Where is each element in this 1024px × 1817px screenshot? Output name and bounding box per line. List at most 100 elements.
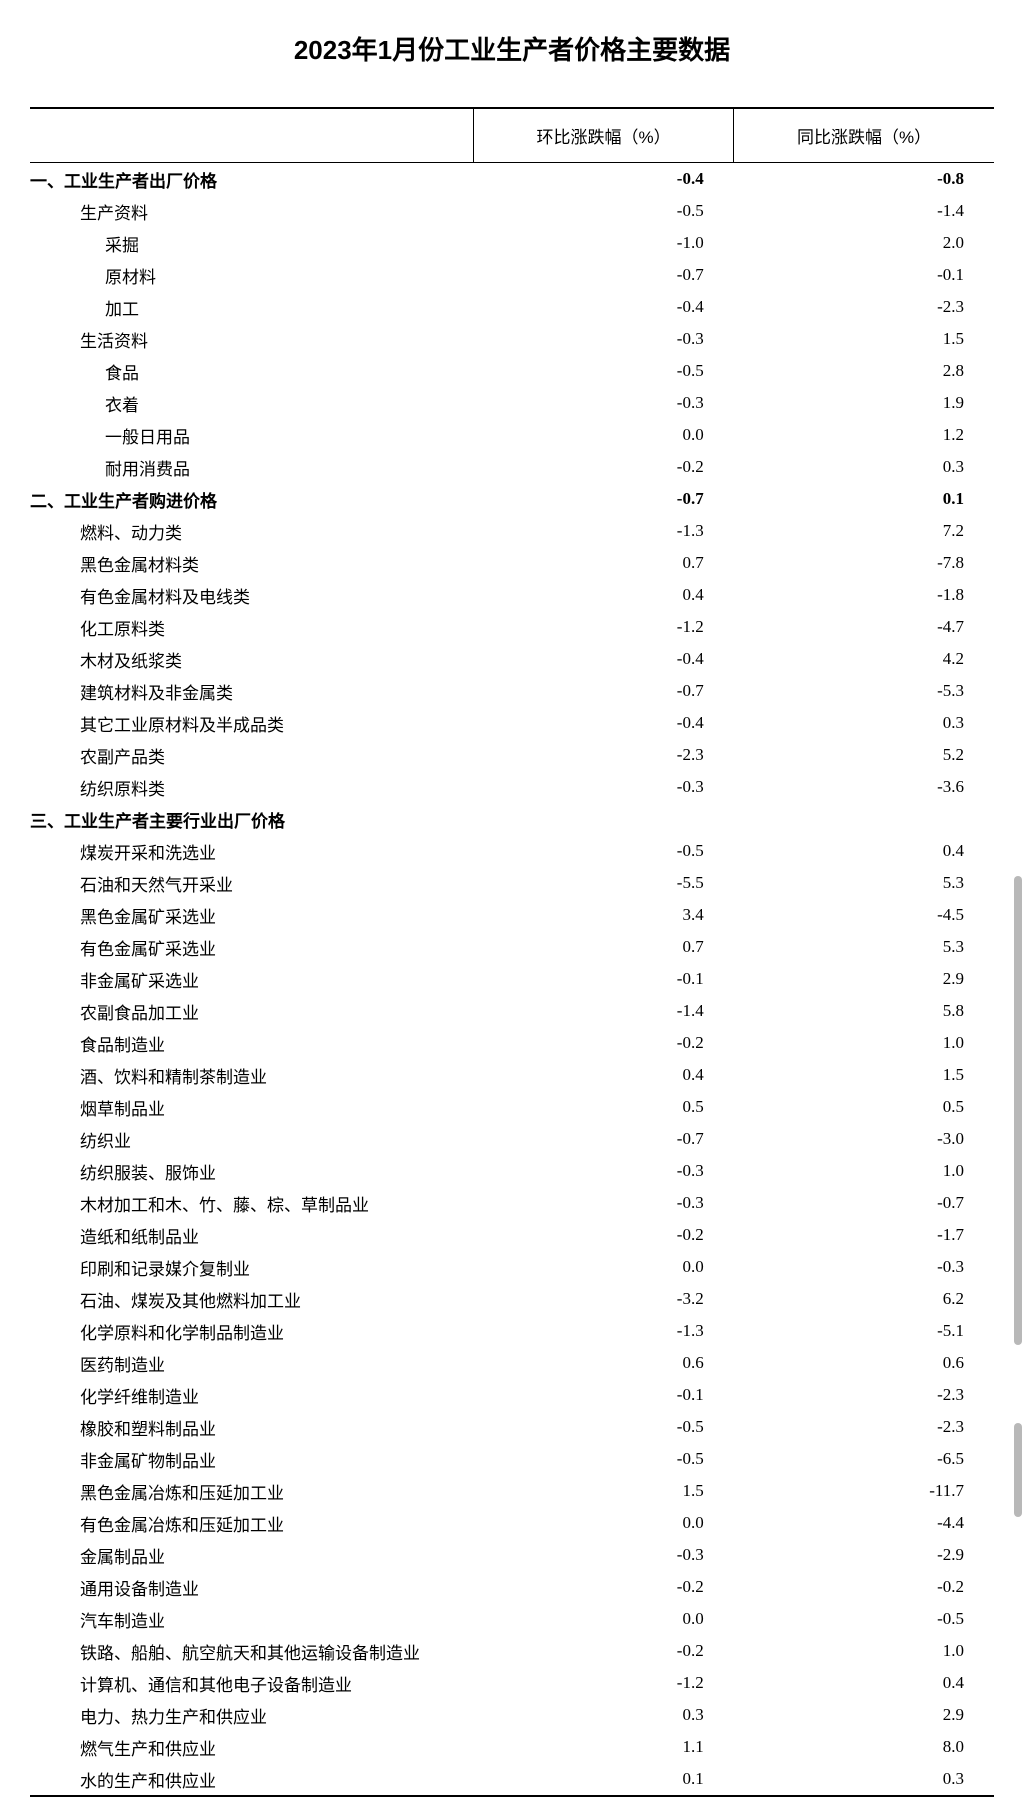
row-label: 黑色金属矿采选业 bbox=[30, 899, 473, 931]
row-mom-value: -1.4 bbox=[473, 995, 733, 1027]
row-label: 计算机、通信和其他电子设备制造业 bbox=[30, 1667, 473, 1699]
row-label: 生活资料 bbox=[30, 323, 473, 355]
row-mom-value: 0.7 bbox=[473, 931, 733, 963]
row-label: 其它工业原材料及半成品类 bbox=[30, 707, 473, 739]
row-label: 有色金属冶炼和压延加工业 bbox=[30, 1507, 473, 1539]
row-label: 非金属矿采选业 bbox=[30, 963, 473, 995]
page-title: 2023年1月份工业生产者价格主要数据 bbox=[30, 30, 994, 67]
row-yoy-value: 1.5 bbox=[734, 1059, 994, 1091]
row-label: 生产资料 bbox=[30, 195, 473, 227]
row-mom-value: 0.4 bbox=[473, 579, 733, 611]
table-row: 木材及纸浆类-0.44.2 bbox=[30, 643, 994, 675]
table-row: 化学纤维制造业-0.1-2.3 bbox=[30, 1379, 994, 1411]
row-mom-value: -1.0 bbox=[473, 227, 733, 259]
row-yoy-value: 0.1 bbox=[734, 483, 994, 515]
row-yoy-value: 0.3 bbox=[734, 451, 994, 483]
table-row: 纺织业-0.7-3.0 bbox=[30, 1123, 994, 1155]
row-yoy-value: -6.5 bbox=[734, 1443, 994, 1475]
row-mom-value: -0.2 bbox=[473, 451, 733, 483]
table-row: 通用设备制造业-0.2-0.2 bbox=[30, 1571, 994, 1603]
row-label: 三、工业生产者主要行业出厂价格 bbox=[30, 803, 473, 835]
table-row: 酒、饮料和精制茶制造业0.41.5 bbox=[30, 1059, 994, 1091]
row-yoy-value: 1.0 bbox=[734, 1155, 994, 1187]
row-mom-value: 0.1 bbox=[473, 1763, 733, 1796]
row-yoy-value: 5.2 bbox=[734, 739, 994, 771]
table-row: 有色金属材料及电线类0.4-1.8 bbox=[30, 579, 994, 611]
row-mom-value: -0.2 bbox=[473, 1635, 733, 1667]
table-row: 造纸和纸制品业-0.2-1.7 bbox=[30, 1219, 994, 1251]
document-page: 2023年1月份工业生产者价格主要数据 环比涨跌幅（%） 同比涨跌幅（%） 一、… bbox=[0, 0, 1024, 1817]
row-mom-value: 1.1 bbox=[473, 1731, 733, 1763]
row-mom-value: -0.4 bbox=[473, 291, 733, 323]
row-label: 电力、热力生产和供应业 bbox=[30, 1699, 473, 1731]
scrollbar-thumb[interactable] bbox=[1014, 1423, 1022, 1517]
row-yoy-value: 0.4 bbox=[734, 835, 994, 867]
row-yoy-value: 2.0 bbox=[734, 227, 994, 259]
row-yoy-value: 5.3 bbox=[734, 867, 994, 899]
row-mom-value: -0.3 bbox=[473, 771, 733, 803]
row-yoy-value: 5.8 bbox=[734, 995, 994, 1027]
row-label: 非金属矿物制品业 bbox=[30, 1443, 473, 1475]
row-mom-value: -0.2 bbox=[473, 1219, 733, 1251]
row-yoy-value: 2.9 bbox=[734, 963, 994, 995]
table-body: 一、工业生产者出厂价格-0.4-0.8生产资料-0.5-1.4采掘-1.02.0… bbox=[30, 163, 994, 1797]
row-mom-value: -0.2 bbox=[473, 1571, 733, 1603]
row-mom-value: -0.7 bbox=[473, 259, 733, 291]
table-row: 二、工业生产者购进价格-0.70.1 bbox=[30, 483, 994, 515]
table-row: 石油、煤炭及其他燃料加工业-3.26.2 bbox=[30, 1283, 994, 1315]
table-row: 衣着-0.31.9 bbox=[30, 387, 994, 419]
row-yoy-value: 2.9 bbox=[734, 1699, 994, 1731]
row-yoy-value: 1.5 bbox=[734, 323, 994, 355]
row-mom-value: -0.3 bbox=[473, 387, 733, 419]
row-yoy-value: -0.7 bbox=[734, 1187, 994, 1219]
table-row: 三、工业生产者主要行业出厂价格 bbox=[30, 803, 994, 835]
row-yoy-value: -3.0 bbox=[734, 1123, 994, 1155]
table-row: 食品制造业-0.21.0 bbox=[30, 1027, 994, 1059]
row-yoy-value: 1.0 bbox=[734, 1635, 994, 1667]
scrollbar-thumb[interactable] bbox=[1014, 876, 1022, 1345]
row-yoy-value: -1.4 bbox=[734, 195, 994, 227]
row-yoy-value: -2.3 bbox=[734, 1379, 994, 1411]
row-label: 一、工业生产者出厂价格 bbox=[30, 163, 473, 196]
row-yoy-value: -4.5 bbox=[734, 899, 994, 931]
table-row: 采掘-1.02.0 bbox=[30, 227, 994, 259]
row-mom-value: -0.5 bbox=[473, 355, 733, 387]
row-yoy-value: -2.9 bbox=[734, 1539, 994, 1571]
row-label: 印刷和记录媒介复制业 bbox=[30, 1251, 473, 1283]
table-row: 水的生产和供应业0.10.3 bbox=[30, 1763, 994, 1796]
row-label: 煤炭开采和洗选业 bbox=[30, 835, 473, 867]
row-yoy-value: -2.3 bbox=[734, 291, 994, 323]
row-yoy-value: 5.3 bbox=[734, 931, 994, 963]
table-row: 原材料-0.7-0.1 bbox=[30, 259, 994, 291]
scrollbar-track[interactable] bbox=[1012, 0, 1022, 1564]
row-yoy-value: -0.1 bbox=[734, 259, 994, 291]
table-row: 石油和天然气开采业-5.55.3 bbox=[30, 867, 994, 899]
row-label: 有色金属材料及电线类 bbox=[30, 579, 473, 611]
table-row: 耐用消费品-0.20.3 bbox=[30, 451, 994, 483]
row-yoy-value: -0.3 bbox=[734, 1251, 994, 1283]
table-row: 农副产品类-2.35.2 bbox=[30, 739, 994, 771]
row-mom-value: -0.3 bbox=[473, 1155, 733, 1187]
row-label: 木材及纸浆类 bbox=[30, 643, 473, 675]
column-header-label bbox=[30, 108, 473, 163]
column-header-mom: 环比涨跌幅（%） bbox=[473, 108, 733, 163]
row-label: 采掘 bbox=[30, 227, 473, 259]
row-mom-value: -1.3 bbox=[473, 515, 733, 547]
row-mom-value: -0.3 bbox=[473, 1187, 733, 1219]
row-label: 农副产品类 bbox=[30, 739, 473, 771]
row-mom-value: -0.4 bbox=[473, 707, 733, 739]
row-mom-value: -2.3 bbox=[473, 739, 733, 771]
row-label: 烟草制品业 bbox=[30, 1091, 473, 1123]
row-mom-value: 0.3 bbox=[473, 1699, 733, 1731]
table-row: 化学原料和化学制品制造业-1.3-5.1 bbox=[30, 1315, 994, 1347]
table-row: 纺织服装、服饰业-0.31.0 bbox=[30, 1155, 994, 1187]
row-label: 一般日用品 bbox=[30, 419, 473, 451]
row-mom-value: 0.6 bbox=[473, 1347, 733, 1379]
row-mom-value: -1.3 bbox=[473, 1315, 733, 1347]
table-row: 医药制造业0.60.6 bbox=[30, 1347, 994, 1379]
row-mom-value: -0.7 bbox=[473, 483, 733, 515]
row-yoy-value: 0.4 bbox=[734, 1667, 994, 1699]
table-row: 燃气生产和供应业1.18.0 bbox=[30, 1731, 994, 1763]
row-mom-value: -0.5 bbox=[473, 195, 733, 227]
table-row: 印刷和记录媒介复制业0.0-0.3 bbox=[30, 1251, 994, 1283]
